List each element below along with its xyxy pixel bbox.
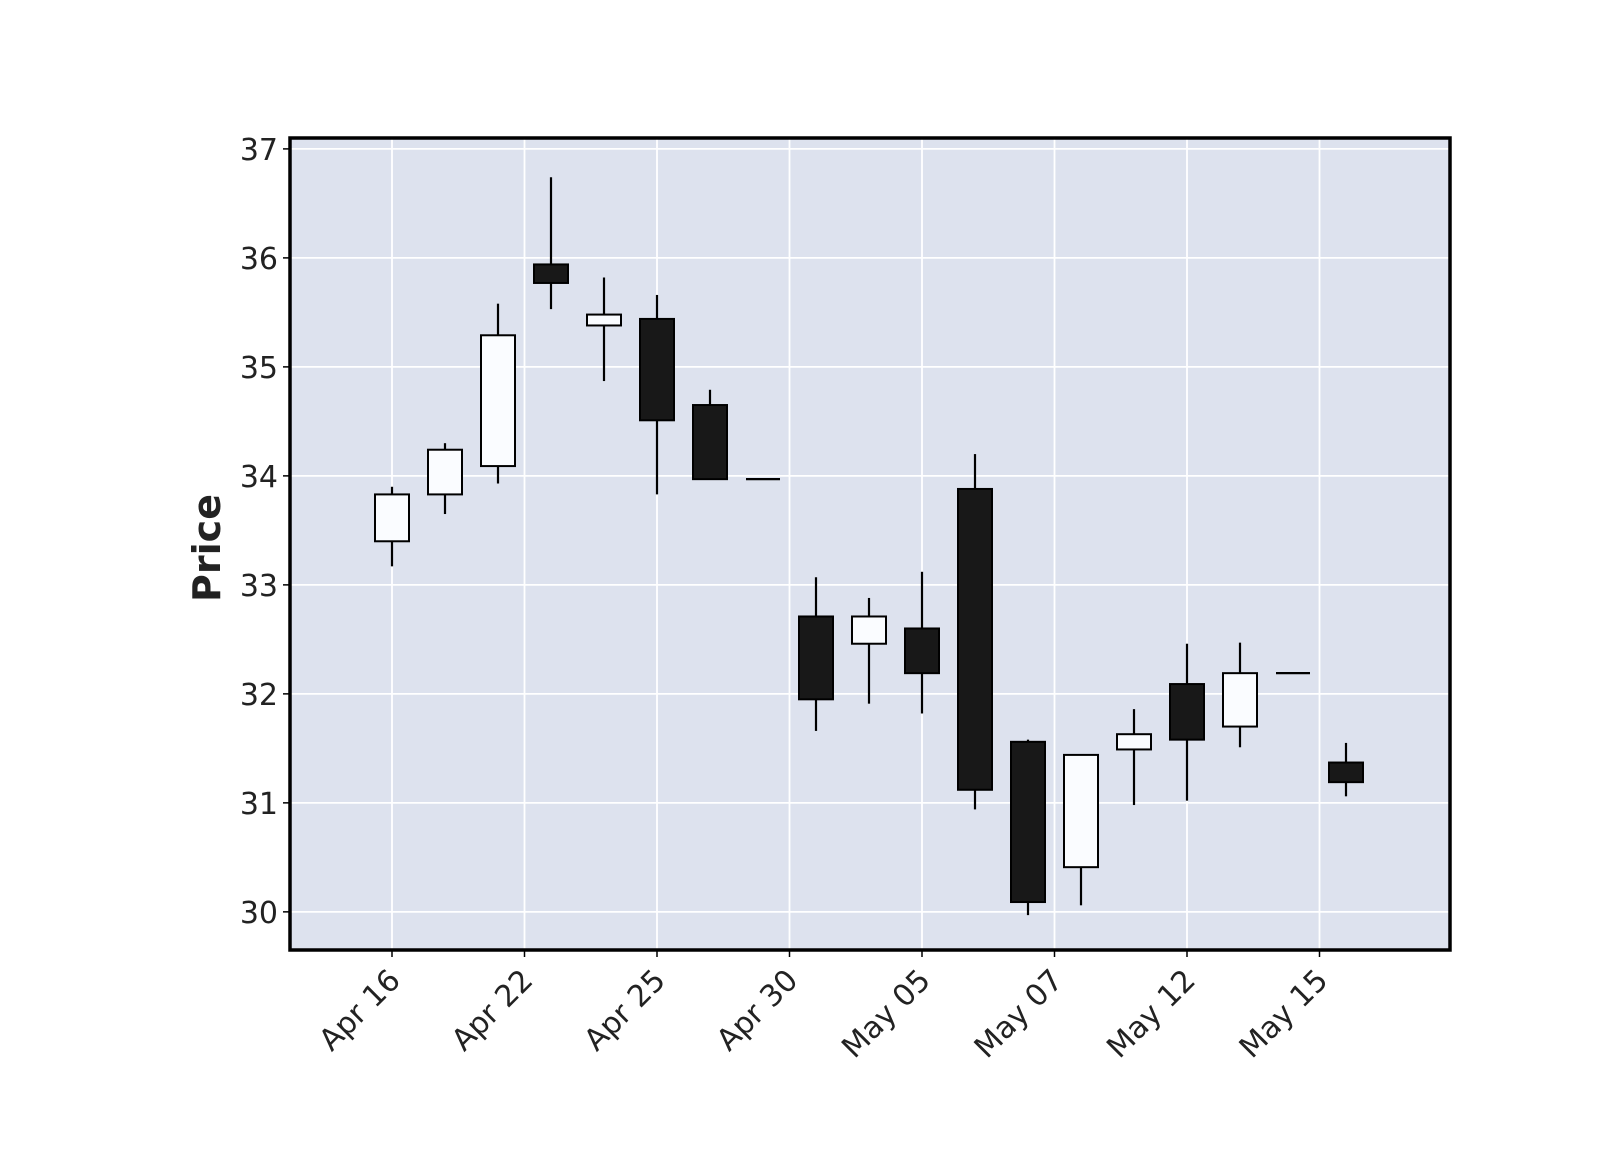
candle [957, 454, 993, 810]
y-tick-label: 33 [240, 569, 278, 604]
candle-body-up [851, 615, 887, 645]
candle-body-up [1063, 753, 1099, 869]
x-tick-label: Apr 30 [710, 963, 805, 1058]
candle-body-up [1222, 672, 1258, 728]
candle [427, 443, 463, 515]
candle-body-down [957, 487, 993, 791]
y-tick-label: 31 [240, 787, 278, 822]
candle [1116, 709, 1152, 806]
y-tick-label: 34 [240, 460, 278, 495]
y-axis: 30 31 32 33 34 35 36 37 [240, 133, 290, 931]
y-tick-label: 30 [240, 896, 278, 931]
candle-body-down [798, 615, 834, 701]
candle [692, 389, 728, 481]
candle-body-up [1116, 733, 1152, 751]
x-tick-label: Apr 16 [312, 963, 407, 1058]
candle [1222, 642, 1258, 748]
candle-body-up [374, 493, 410, 543]
y-axis-label: Price [185, 494, 229, 602]
candle [851, 597, 887, 704]
candle [1063, 753, 1099, 906]
x-tick-label: May 12 [1100, 963, 1202, 1065]
candle-body-up [480, 334, 516, 468]
candle-body-down [1169, 683, 1205, 741]
y-tick-label: 36 [240, 242, 278, 277]
x-tick-label: Apr 25 [577, 963, 672, 1058]
candle-body-down [1010, 740, 1046, 904]
x-tick-label: Apr 22 [445, 963, 540, 1058]
candle [374, 486, 410, 567]
candle-body-up [586, 313, 622, 327]
candle-body-down [533, 263, 569, 284]
x-tick-label: May 15 [1233, 963, 1335, 1065]
y-tick-label: 35 [240, 351, 278, 386]
candle-body-down [692, 404, 728, 481]
candle [586, 277, 622, 382]
candle-body-up [427, 448, 463, 496]
candle [480, 303, 516, 484]
candle-body-down [1328, 761, 1364, 784]
candle [904, 571, 940, 714]
plot-background [290, 138, 1450, 950]
x-tick-label: May 07 [968, 963, 1070, 1065]
plot-frame [288, 136, 1452, 952]
candles [374, 177, 1364, 916]
y-tick-label: 32 [240, 678, 278, 713]
x-tick-label: May 05 [835, 963, 937, 1065]
candle [1010, 739, 1046, 916]
candle [533, 177, 569, 310]
candle [798, 577, 834, 731]
x-axis: Apr 16 Apr 22 Apr 25 Apr 30 May 05 May 07 May … [312, 950, 1335, 1065]
candle [1328, 742, 1364, 797]
y-tick-label: 37 [240, 133, 278, 168]
candle [1169, 643, 1205, 801]
candle [639, 294, 675, 495]
candle-body-down [904, 627, 940, 675]
candle-body-down [639, 317, 675, 422]
